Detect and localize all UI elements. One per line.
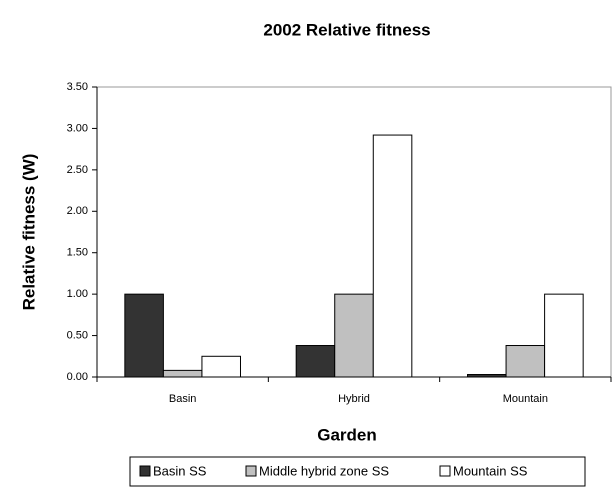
legend-label: Basin SS [153, 463, 207, 478]
bar [334, 293, 374, 378]
bar [124, 293, 164, 378]
legend-label: Middle hybrid zone SS [259, 463, 389, 478]
y-tick-label: 1.00 [67, 288, 88, 300]
legend-swatch [439, 465, 451, 477]
bar [372, 134, 413, 378]
bar [162, 369, 203, 378]
y-tick-label: 0.50 [67, 329, 88, 341]
y-tick-label: 2.00 [67, 205, 88, 217]
x-tick-label: Mountain [503, 393, 548, 405]
y-tick-label: 1.50 [67, 247, 88, 259]
x-tick-label: Basin [169, 393, 197, 405]
bar [505, 345, 546, 378]
chart-title: 2002 Relative fitness [263, 20, 430, 39]
bar [201, 355, 241, 378]
y-tick-label: 0.00 [67, 371, 88, 383]
legend-swatch [245, 465, 257, 477]
y-tick-label: 3.50 [67, 81, 88, 93]
y-axis-label: Relative fitness (W) [19, 154, 38, 311]
y-tick-label: 3.00 [67, 122, 88, 134]
legend-box [129, 456, 586, 487]
legend-label: Mountain SS [453, 463, 528, 478]
bar [467, 374, 507, 378]
x-axis-label: Garden [317, 425, 377, 444]
bar [295, 345, 336, 378]
bar [544, 293, 584, 378]
x-tick-label: Hybrid [338, 393, 370, 405]
y-tick-label: 2.50 [67, 164, 88, 176]
legend-swatch [139, 465, 151, 477]
